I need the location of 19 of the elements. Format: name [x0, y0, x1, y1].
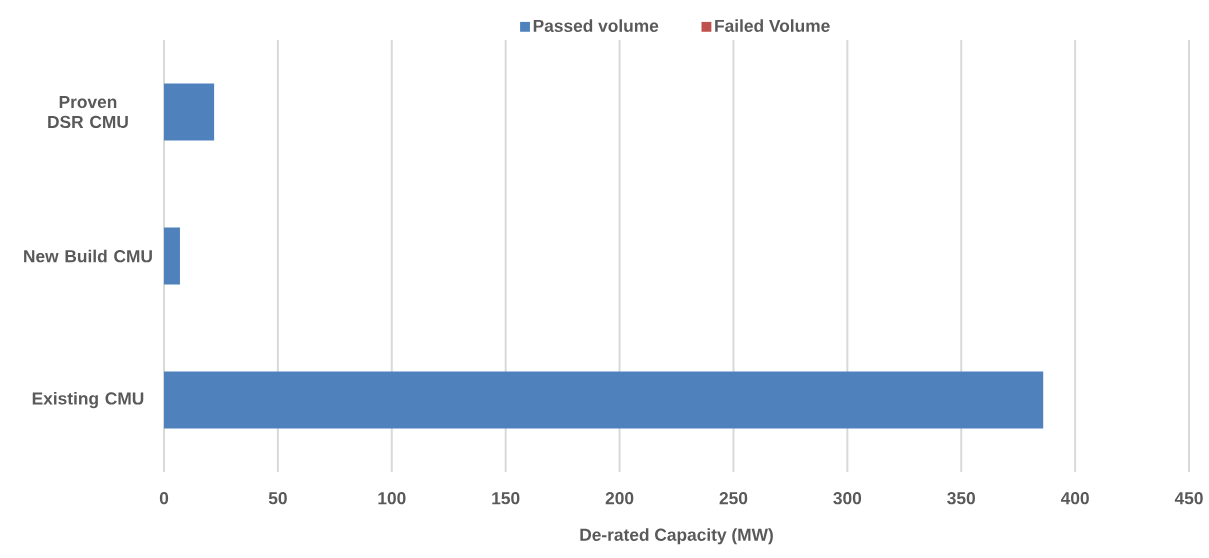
x-tick-label: 150	[492, 492, 520, 505]
legend-label: Failed Volume	[715, 19, 830, 32]
x-tick-label: 200	[605, 492, 634, 505]
x-tick-label: 250	[719, 492, 748, 505]
x-tick-label: 450	[1174, 492, 1203, 505]
bar	[164, 83, 215, 141]
x-tick-label: 50	[268, 492, 287, 505]
bar	[164, 371, 1044, 429]
x-tick-label: 300	[833, 492, 862, 505]
x-tick-label: 400	[1060, 492, 1089, 505]
bar	[164, 227, 180, 285]
y-tick-label: Existing CMU	[32, 391, 144, 409]
legend-label: Passed volume	[533, 19, 659, 32]
x-tick-label: 0	[159, 492, 169, 505]
y-tick-label: New Build CMU	[24, 249, 152, 263]
x-tick-label: 350	[947, 492, 975, 505]
x-axis-title: De-rated Capacity (MW)	[580, 528, 773, 545]
y-tick-label: Proven DSR CMU	[48, 95, 128, 129]
x-tick-label: 100	[378, 492, 406, 505]
